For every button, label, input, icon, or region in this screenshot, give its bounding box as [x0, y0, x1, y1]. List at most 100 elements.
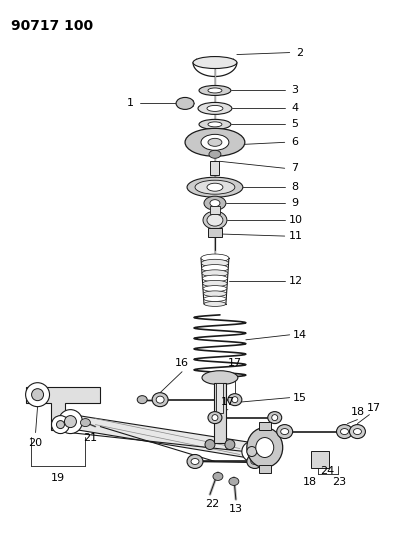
- Text: 2: 2: [296, 47, 303, 58]
- Ellipse shape: [204, 196, 226, 210]
- Text: 6: 6: [291, 138, 298, 147]
- Ellipse shape: [187, 455, 203, 469]
- Ellipse shape: [268, 411, 282, 424]
- Ellipse shape: [204, 301, 226, 306]
- Ellipse shape: [32, 389, 44, 401]
- Ellipse shape: [341, 429, 349, 434]
- Ellipse shape: [247, 447, 257, 456]
- Bar: [210, 161, 220, 175]
- Text: 23: 23: [332, 478, 347, 488]
- Ellipse shape: [201, 134, 229, 150]
- Ellipse shape: [202, 270, 228, 277]
- Text: 17: 17: [228, 358, 242, 368]
- Ellipse shape: [203, 211, 227, 229]
- Ellipse shape: [208, 88, 222, 93]
- Ellipse shape: [242, 441, 262, 462]
- Ellipse shape: [353, 429, 361, 434]
- Ellipse shape: [156, 396, 164, 403]
- Text: 9: 9: [291, 198, 298, 208]
- Ellipse shape: [251, 458, 259, 464]
- Ellipse shape: [208, 122, 222, 127]
- Ellipse shape: [247, 455, 263, 469]
- Text: 18: 18: [351, 407, 364, 417]
- Bar: [208, 228, 222, 237]
- Ellipse shape: [202, 371, 238, 385]
- Ellipse shape: [201, 259, 229, 267]
- Ellipse shape: [207, 183, 223, 191]
- Text: 12: 12: [289, 276, 303, 286]
- Text: 3: 3: [291, 85, 298, 95]
- Ellipse shape: [207, 106, 223, 111]
- Ellipse shape: [256, 438, 274, 457]
- Ellipse shape: [81, 418, 91, 426]
- Ellipse shape: [176, 98, 194, 109]
- Ellipse shape: [232, 397, 238, 402]
- Ellipse shape: [64, 416, 77, 427]
- Ellipse shape: [277, 425, 293, 439]
- Text: 5: 5: [291, 119, 298, 130]
- Ellipse shape: [207, 214, 223, 226]
- Text: 20: 20: [29, 438, 42, 448]
- Text: 14: 14: [293, 330, 307, 340]
- Bar: [214, 383, 226, 442]
- Ellipse shape: [247, 427, 283, 467]
- Ellipse shape: [212, 415, 218, 421]
- Text: 21: 21: [83, 433, 97, 442]
- Text: 17: 17: [367, 402, 382, 413]
- Polygon shape: [66, 414, 258, 459]
- Text: 10: 10: [289, 215, 303, 225]
- Ellipse shape: [337, 425, 353, 439]
- Ellipse shape: [213, 472, 223, 480]
- Text: 4: 4: [291, 103, 298, 114]
- Text: 1: 1: [127, 99, 134, 108]
- Ellipse shape: [195, 180, 235, 194]
- Ellipse shape: [185, 128, 245, 156]
- Ellipse shape: [349, 425, 365, 439]
- Ellipse shape: [58, 410, 83, 433]
- Ellipse shape: [152, 393, 168, 407]
- Ellipse shape: [26, 383, 50, 407]
- Text: 17: 17: [221, 397, 235, 407]
- Ellipse shape: [187, 177, 243, 197]
- Ellipse shape: [202, 264, 228, 272]
- Ellipse shape: [52, 416, 69, 433]
- Text: 22: 22: [205, 499, 219, 510]
- Ellipse shape: [272, 415, 278, 421]
- Ellipse shape: [202, 280, 227, 287]
- Ellipse shape: [228, 394, 242, 406]
- Ellipse shape: [202, 275, 227, 282]
- Ellipse shape: [209, 150, 221, 158]
- Text: 8: 8: [291, 182, 298, 192]
- Ellipse shape: [225, 440, 235, 449]
- Ellipse shape: [208, 139, 222, 147]
- Ellipse shape: [137, 395, 147, 403]
- Ellipse shape: [193, 56, 237, 69]
- Ellipse shape: [204, 296, 226, 302]
- Bar: [210, 206, 220, 214]
- Text: 90717 100: 90717 100: [11, 19, 93, 33]
- Bar: [216, 383, 224, 413]
- Ellipse shape: [210, 200, 220, 207]
- Ellipse shape: [229, 478, 239, 486]
- Ellipse shape: [281, 429, 289, 434]
- Text: 15: 15: [293, 393, 306, 402]
- Ellipse shape: [198, 102, 232, 115]
- Text: 16: 16: [175, 358, 189, 368]
- Ellipse shape: [208, 411, 222, 424]
- Text: 24: 24: [320, 466, 335, 477]
- Polygon shape: [26, 386, 100, 430]
- Text: 7: 7: [291, 163, 298, 173]
- Ellipse shape: [191, 458, 199, 464]
- Ellipse shape: [56, 421, 64, 429]
- Text: 13: 13: [229, 504, 243, 514]
- Ellipse shape: [199, 119, 231, 130]
- Text: 18: 18: [303, 478, 317, 488]
- Bar: [259, 465, 271, 473]
- Text: 19: 19: [51, 473, 65, 483]
- Text: 11: 11: [289, 231, 303, 241]
- Ellipse shape: [205, 440, 215, 449]
- Ellipse shape: [201, 254, 229, 262]
- Bar: [310, 450, 329, 469]
- Ellipse shape: [203, 286, 227, 292]
- Ellipse shape: [199, 85, 231, 95]
